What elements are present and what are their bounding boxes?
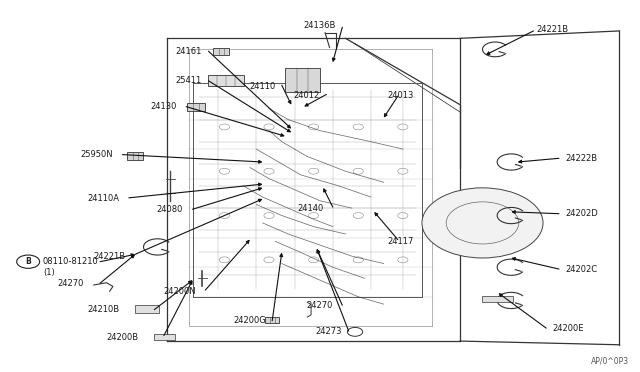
- Text: 24221B: 24221B: [537, 25, 569, 33]
- Text: 24200E: 24200E: [552, 324, 584, 333]
- Text: 24136B: 24136B: [303, 21, 336, 30]
- Text: 24200G: 24200G: [233, 316, 266, 325]
- Text: 24110A: 24110A: [87, 195, 119, 203]
- Text: 08110-81210: 08110-81210: [43, 257, 99, 266]
- Text: 24013: 24013: [387, 91, 413, 100]
- Text: (1): (1): [43, 268, 54, 277]
- Text: 24110: 24110: [249, 82, 275, 91]
- Text: 24012: 24012: [294, 91, 320, 100]
- Polygon shape: [213, 48, 229, 55]
- Text: 24222B: 24222B: [565, 154, 598, 163]
- Text: 24117: 24117: [387, 237, 413, 246]
- Text: 24130: 24130: [150, 102, 177, 111]
- Text: 24140: 24140: [297, 203, 323, 213]
- Text: B: B: [25, 257, 31, 266]
- Text: 24273: 24273: [316, 327, 342, 336]
- Polygon shape: [483, 296, 513, 302]
- Text: 24200B: 24200B: [106, 333, 138, 342]
- Text: 25411: 25411: [176, 76, 202, 85]
- Circle shape: [422, 188, 543, 258]
- Text: 24080: 24080: [157, 205, 183, 215]
- Polygon shape: [127, 152, 143, 160]
- Text: 24202D: 24202D: [565, 209, 598, 218]
- Polygon shape: [187, 103, 205, 111]
- Polygon shape: [265, 317, 279, 323]
- Polygon shape: [285, 68, 320, 92]
- Text: 24270: 24270: [58, 279, 84, 288]
- Text: 25950N: 25950N: [80, 150, 113, 159]
- Text: 24161: 24161: [176, 47, 202, 56]
- Text: 24202C: 24202C: [565, 264, 598, 273]
- Text: 24221B: 24221B: [93, 251, 125, 261]
- Text: 24200N: 24200N: [163, 287, 196, 296]
- Polygon shape: [209, 75, 244, 86]
- Text: 24270: 24270: [307, 301, 333, 311]
- Polygon shape: [154, 334, 175, 340]
- Text: AP/0^0P3: AP/0^0P3: [591, 356, 629, 365]
- Polygon shape: [135, 305, 159, 313]
- Text: 24210B: 24210B: [87, 305, 119, 314]
